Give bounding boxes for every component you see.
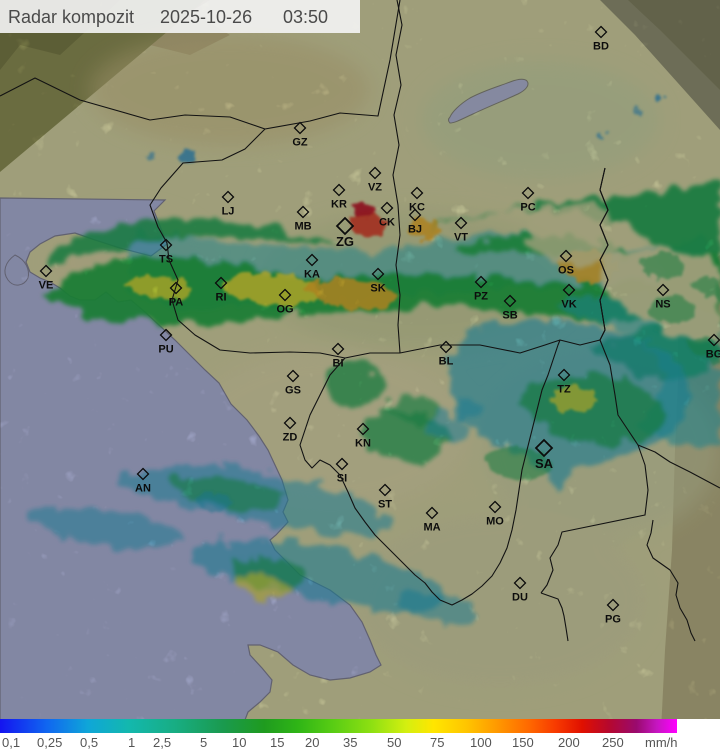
svg-text:mm/h: mm/h bbox=[645, 735, 678, 750]
svg-text:20: 20 bbox=[305, 735, 319, 750]
svg-text:200: 200 bbox=[558, 735, 580, 750]
svg-text:15: 15 bbox=[270, 735, 284, 750]
svg-text:0,5: 0,5 bbox=[80, 735, 98, 750]
svg-text:0,1: 0,1 bbox=[2, 735, 20, 750]
svg-text:150: 150 bbox=[512, 735, 534, 750]
svg-text:35: 35 bbox=[343, 735, 357, 750]
svg-text:Radar kompozit: Radar kompozit bbox=[8, 7, 134, 27]
svg-text:2,5: 2,5 bbox=[153, 735, 171, 750]
svg-text:50: 50 bbox=[387, 735, 401, 750]
svg-text:03:50: 03:50 bbox=[283, 7, 328, 27]
svg-text:250: 250 bbox=[602, 735, 624, 750]
svg-text:10: 10 bbox=[232, 735, 246, 750]
svg-text:100: 100 bbox=[470, 735, 492, 750]
svg-text:75: 75 bbox=[430, 735, 444, 750]
svg-text:1: 1 bbox=[128, 735, 135, 750]
svg-text:0,25: 0,25 bbox=[37, 735, 62, 750]
svg-text:2025-10-26: 2025-10-26 bbox=[160, 7, 252, 27]
svg-text:5: 5 bbox=[200, 735, 207, 750]
